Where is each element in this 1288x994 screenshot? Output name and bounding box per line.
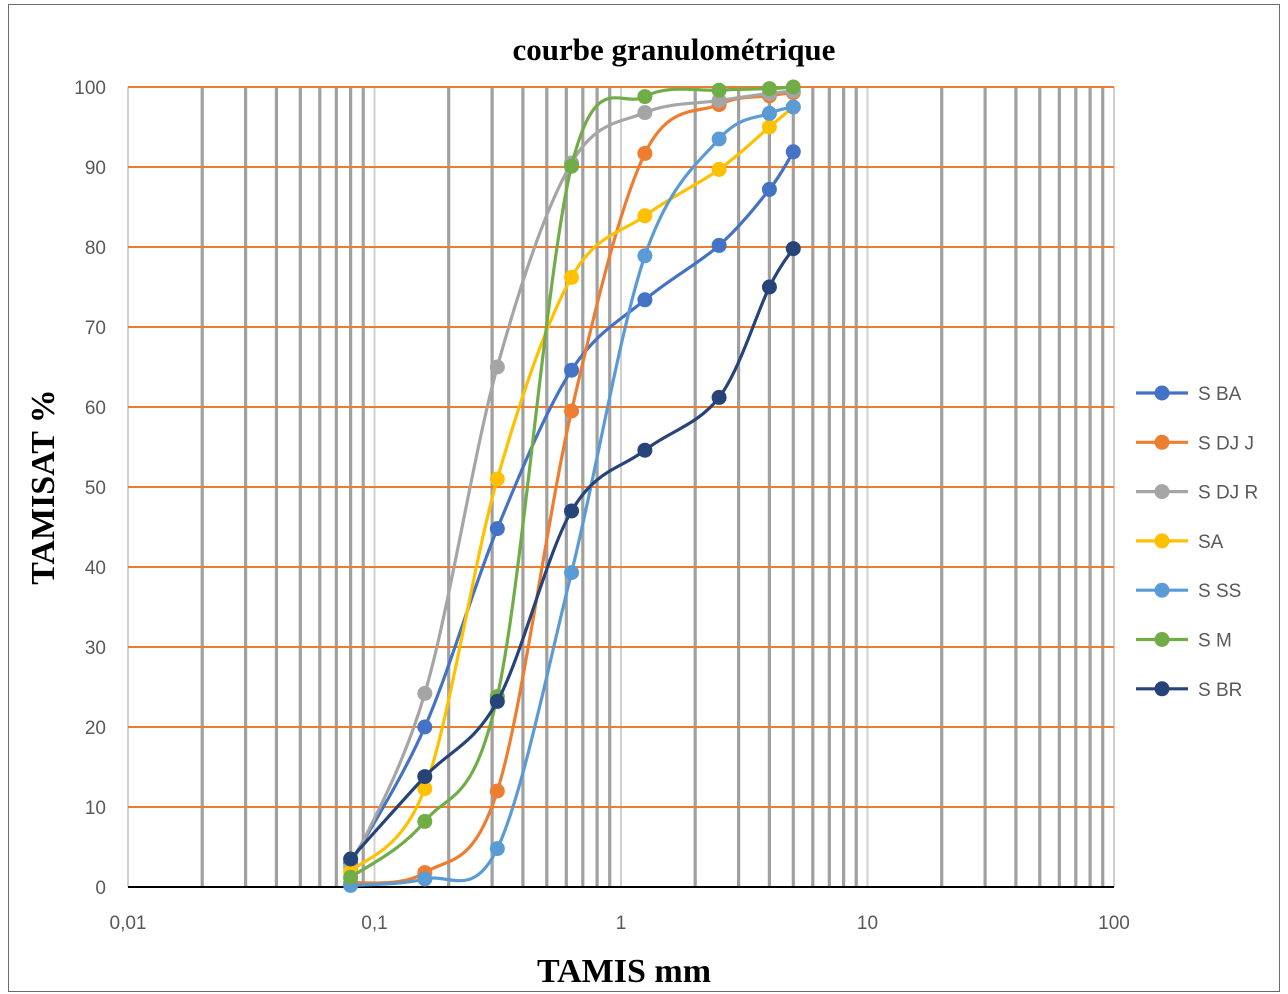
legend-swatch-marker [1154, 434, 1170, 450]
legend-label: S SS [1198, 581, 1241, 602]
legend-swatch-marker [1154, 632, 1170, 647]
data-point-s-dj-r [489, 359, 505, 375]
data-point-s-ss [489, 841, 505, 857]
legend-swatch-marker [1154, 582, 1170, 598]
y-tick-label: 40 [85, 558, 106, 579]
legend-swatch-marker [1154, 681, 1170, 697]
data-point-s-br [343, 851, 359, 867]
y-tick-label: 80 [85, 238, 106, 259]
y-axis-title: TAMISAT % [25, 389, 62, 585]
y-tick-label: 70 [85, 318, 106, 339]
legend-entry-s-m: S M [1136, 631, 1232, 652]
data-point-s-dj-r [417, 685, 433, 701]
data-point-s-m [637, 89, 653, 105]
data-point-s-ba [489, 521, 505, 537]
series-s-ss [343, 99, 801, 893]
data-point-s-br [417, 769, 433, 785]
data-point-s-ss [637, 248, 653, 264]
data-point-s-m [343, 869, 359, 885]
data-point-s-br [489, 693, 505, 709]
data-point-s-br [564, 503, 580, 519]
x-tick-label: 100 [1098, 913, 1130, 934]
legend-label: S DJ R [1198, 483, 1258, 504]
data-point-s-dj-j [489, 783, 505, 799]
axis-layer: 0 10 20 30 40 50 60 70 80 90 100 0,01 0,1 1 10 100 [74, 78, 1130, 934]
data-point-sa [711, 161, 727, 177]
chart-title: courbe granulométrique [513, 32, 836, 67]
series-line-s-br [349, 247, 795, 861]
data-point-s-br [761, 279, 777, 295]
y-tick-label: 90 [85, 158, 106, 179]
data-point-s-br [711, 389, 727, 405]
data-point-s-ba [417, 719, 433, 735]
series-s-ba [343, 144, 801, 871]
y-tick-label: 0 [95, 878, 106, 899]
data-point-sa [564, 269, 580, 285]
data-point-s-dj-r [637, 105, 653, 121]
legend-swatch-marker [1154, 385, 1170, 401]
legend-entry-s-br: S BR [1136, 680, 1242, 701]
series-line-sa [349, 105, 795, 874]
data-point-s-ba [637, 292, 653, 308]
data-point-s-ba [711, 237, 727, 253]
data-point-sa [489, 471, 505, 487]
data-point-s-ss [711, 131, 727, 147]
data-point-s-ss [564, 565, 580, 581]
data-point-sa [417, 781, 433, 797]
data-point-s-ba [761, 181, 777, 197]
y-tick-label: 10 [85, 798, 106, 819]
series-sa [343, 99, 801, 880]
data-point-s-m [564, 158, 580, 174]
data-point-sa [761, 119, 777, 135]
data-point-s-m [761, 81, 777, 97]
data-point-s-ba [564, 362, 580, 378]
chart-frame [8, 4, 1280, 992]
x-tick-label: 0,1 [361, 913, 387, 934]
legend-swatch-marker [1154, 484, 1170, 500]
legend-entry-s-ba: S BA [1136, 384, 1242, 405]
data-point-s-br [637, 442, 653, 458]
grid-layer [127, 86, 1115, 887]
y-tick-label: 30 [85, 638, 106, 659]
series-layer [343, 79, 801, 893]
legend-label: SA [1198, 532, 1224, 553]
legend-label: S BR [1198, 680, 1242, 701]
y-tick-label: 60 [85, 398, 106, 419]
x-tick-label: 1 [616, 913, 627, 934]
data-point-s-br [785, 241, 801, 257]
legend-swatch-marker [1154, 533, 1170, 549]
data-point-s-m [785, 79, 801, 95]
data-point-s-m [417, 813, 433, 829]
data-point-s-ba [785, 144, 801, 160]
series-line-s-dj-r [349, 89, 795, 869]
legend-label: S M [1198, 631, 1232, 652]
data-point-s-dj-j [637, 145, 653, 161]
y-tick-label: 20 [85, 718, 106, 739]
y-tick-label: 100 [74, 78, 106, 99]
data-point-s-m [711, 82, 727, 98]
series-line-s-ss [349, 105, 795, 887]
data-point-s-ss [417, 871, 433, 887]
legend-entry-s-dj-r: S DJ R [1136, 483, 1258, 504]
y-tick-label: 50 [85, 478, 106, 499]
legend-entry-s-ss: S SS [1136, 581, 1241, 602]
series-s-br [343, 241, 801, 867]
x-tick-label: 10 [857, 913, 878, 934]
data-point-s-ss [785, 99, 801, 115]
x-tick-label: 0,01 [110, 913, 147, 934]
legend-label: S BA [1198, 384, 1242, 405]
x-axis-title: TAMIS mm [537, 953, 711, 990]
data-point-sa [637, 208, 653, 224]
data-point-s-dj-r [711, 93, 727, 109]
series-s-m [343, 79, 801, 885]
data-point-s-ss [761, 105, 777, 121]
legend-entry-s-dj-j: S DJ J [1136, 433, 1254, 454]
legend-entry-sa: SA [1136, 532, 1224, 553]
data-point-s-dj-j [564, 403, 580, 419]
legend-label: S DJ J [1198, 433, 1254, 454]
legend: S BA S DJ J S DJ R SA S SS S M S BR [1136, 384, 1258, 701]
series-line-s-m [349, 85, 795, 879]
